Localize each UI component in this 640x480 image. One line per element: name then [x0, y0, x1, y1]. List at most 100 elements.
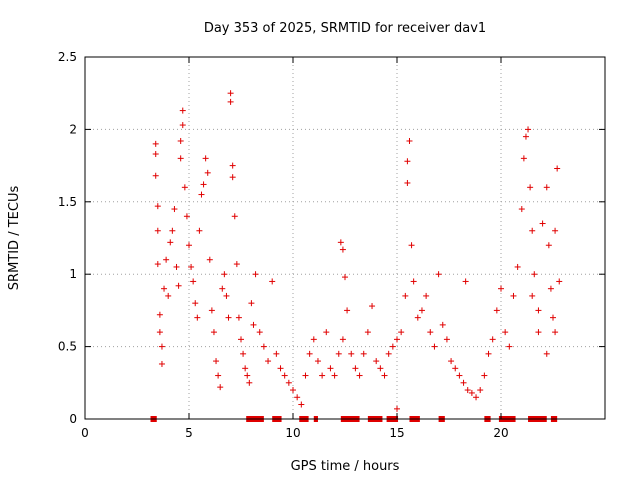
data-point: [510, 292, 517, 299]
data-point: [344, 307, 351, 314]
y-tick-label: 1: [69, 267, 77, 281]
data-point: [402, 292, 409, 299]
data-point: [498, 285, 504, 292]
data-point: [158, 360, 165, 367]
data-point: [319, 372, 326, 379]
x-tick-label: 20: [493, 426, 508, 440]
data-point: [452, 365, 459, 372]
data-point: [377, 365, 384, 372]
data-point: [310, 336, 317, 343]
data-point: [543, 184, 550, 191]
data-point: [156, 311, 163, 318]
data-point: [552, 329, 559, 336]
data-point: [302, 372, 309, 379]
data-point: [306, 350, 313, 357]
data-point: [456, 372, 463, 379]
data-point: [394, 405, 400, 412]
data-point: [335, 350, 342, 357]
data-point: [265, 358, 272, 365]
data-point: [194, 314, 201, 321]
data-point: [242, 365, 249, 372]
data-point: [404, 179, 411, 186]
data-point: [208, 307, 215, 314]
data-point: [256, 329, 263, 336]
data-point: [525, 126, 532, 133]
data-point: [385, 350, 392, 357]
data-point: [404, 158, 411, 165]
data-point: [152, 140, 159, 147]
data-point: [223, 292, 230, 299]
data-point: [477, 387, 484, 394]
data-point: [462, 278, 469, 285]
data-point: [217, 384, 224, 391]
data-point: [381, 372, 388, 379]
data-point: [556, 278, 563, 285]
data-point: [356, 372, 363, 379]
data-point: [323, 329, 330, 336]
x-tick-label: 0: [81, 426, 89, 440]
data-point: [235, 314, 242, 321]
data-point: [443, 336, 450, 343]
data-point: [554, 165, 561, 172]
x-axis-label: GPS time / hours: [291, 459, 400, 474]
data-point: [481, 372, 488, 379]
data-point: [464, 387, 471, 394]
data-point: [414, 314, 421, 321]
data-point: [177, 155, 184, 162]
data-point: [231, 213, 238, 220]
data-point: [327, 365, 334, 372]
data-point: [204, 169, 211, 176]
data-point: [527, 184, 534, 191]
data-point: [277, 365, 284, 372]
data-point: [520, 155, 527, 162]
data-point: [547, 285, 554, 292]
data-point: [369, 303, 376, 310]
data-point: [196, 227, 203, 234]
data-point: [535, 329, 542, 336]
data-point: [198, 191, 205, 198]
data-point: [154, 261, 161, 268]
data-point: [192, 300, 199, 307]
data-point: [152, 151, 159, 158]
data-point: [410, 278, 417, 285]
data-points: [152, 90, 563, 412]
data-point: [213, 358, 220, 365]
data-point: [439, 321, 446, 328]
x-tick-label: 10: [285, 426, 300, 440]
data-point: [529, 292, 536, 299]
data-point: [352, 365, 359, 372]
data-point: [165, 292, 172, 299]
data-point: [281, 372, 288, 379]
data-point: [535, 307, 542, 314]
data-point: [427, 329, 434, 336]
data-point: [190, 278, 197, 285]
data-point: [167, 239, 174, 246]
data-point: [200, 181, 207, 188]
x-tick-label: 5: [185, 426, 193, 440]
y-axis-label: SRMTID / TECUs: [7, 186, 22, 291]
data-point: [227, 98, 234, 105]
data-point: [364, 329, 371, 336]
data-point: [158, 343, 165, 350]
data-point: [260, 343, 267, 350]
data-point: [398, 329, 405, 336]
data-point: [394, 336, 400, 343]
data-point: [298, 401, 305, 408]
data-point: [161, 285, 168, 292]
data-point: [154, 227, 161, 234]
data-point: [423, 292, 430, 299]
data-point: [202, 155, 209, 162]
data-point: [179, 122, 186, 129]
data-point: [206, 256, 213, 263]
x-tick-label: 15: [389, 426, 404, 440]
chart-title: Day 353 of 2025, SRMTID for receiver dav…: [204, 21, 486, 36]
data-point: [229, 162, 236, 169]
y-tick-label: 2: [69, 122, 77, 136]
data-point: [175, 282, 182, 289]
data-point: [188, 263, 195, 270]
data-point: [543, 350, 550, 357]
data-point: [337, 239, 344, 246]
data-point: [518, 206, 525, 213]
data-point: [227, 90, 234, 97]
data-point: [215, 372, 222, 379]
